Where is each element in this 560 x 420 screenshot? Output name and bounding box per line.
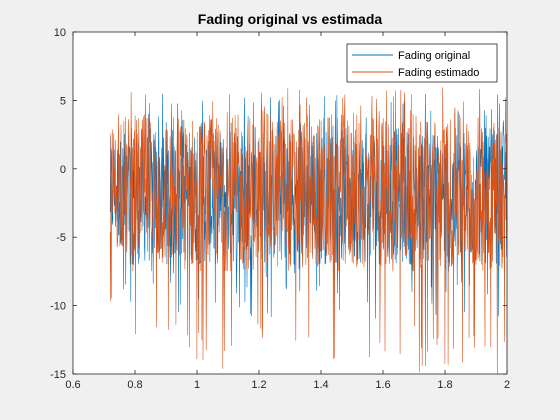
legend-label-estimado: Fading estimado [398, 67, 479, 79]
x-tick-label: 2 [504, 379, 510, 391]
x-tick-label: 1.6 [375, 379, 390, 391]
y-tick-label: -15 [50, 369, 66, 381]
y-tick-label: 5 [60, 95, 66, 107]
x-tick-label: 1.2 [251, 379, 266, 391]
axes-box [72, 31, 508, 375]
y-tick-label: -5 [56, 232, 66, 244]
y-tick-label: 0 [60, 164, 66, 176]
chart-title: Fading original vs estimada [198, 11, 383, 27]
legend[interactable]: Fading original Fading estimado [346, 43, 498, 83]
y-tick-label: -10 [50, 301, 66, 313]
series-line-estimado [109, 87, 508, 375]
x-tick-label: 0.6 [65, 379, 80, 391]
ticks-layer: 0.6 0.8 1 1.2 1.4 1.6 1.8 2 -15 -10 -5 0 5 10 [50, 27, 510, 391]
x-tick-label: 1.8 [437, 379, 452, 391]
series-layer [109, 87, 508, 375]
x-tick-label: 1.4 [313, 379, 328, 391]
legend-label-original: Fading original [398, 50, 470, 62]
x-tick-label: 1 [194, 379, 200, 391]
y-tick-label: 10 [54, 27, 66, 39]
legend-box [346, 43, 498, 83]
x-tick-label: 0.8 [127, 379, 142, 391]
